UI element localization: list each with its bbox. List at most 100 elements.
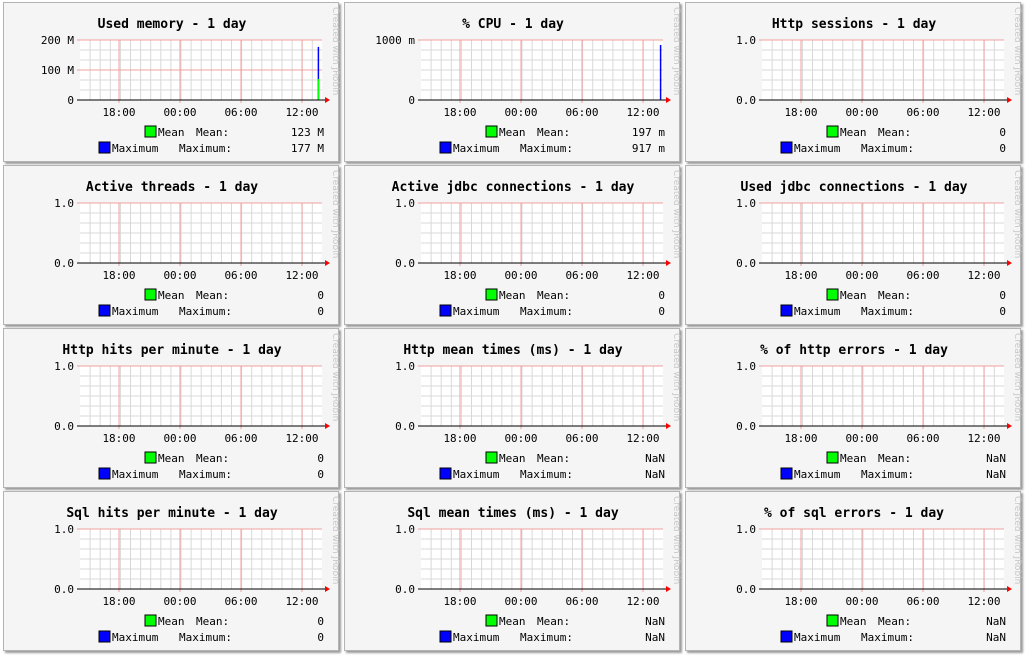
- legend-mean-name: Mean: [158, 289, 185, 302]
- legend-swatch-maximum: [98, 630, 111, 643]
- legend-mean-label: Mean:: [196, 615, 229, 628]
- x-tick-label: 18:00: [102, 432, 135, 445]
- legend-swatch-mean: [826, 125, 839, 138]
- x-tick-label: 06:00: [906, 432, 939, 445]
- chart-svg: Http hits per minute - 1 day 1.0 0.0 18:00 0…: [54, 333, 340, 481]
- legend-maximum-value: NaN: [645, 631, 665, 644]
- watermark-text: Created with JRobin: [330, 7, 340, 95]
- x-tick-label: 12:00: [967, 106, 1000, 119]
- legend-mean-value: 0: [317, 452, 324, 465]
- legend-maximum-name: Maximum: [453, 142, 500, 155]
- legend-mean-name: Mean: [840, 452, 867, 465]
- axis-arrow-icon: [1007, 586, 1012, 592]
- chart-panel: Used memory - 1 day 200 M 100 M 0 18:00 00:00…: [3, 2, 340, 162]
- axis-arrow-icon: [1007, 97, 1012, 103]
- x-tick-label: 12:00: [967, 432, 1000, 445]
- x-tick-label: 00:00: [845, 106, 878, 119]
- x-tick-label: 00:00: [163, 432, 196, 445]
- x-tick-label: 06:00: [906, 595, 939, 608]
- x-tick-label: 06:00: [906, 106, 939, 119]
- chart-title: Sql hits per minute - 1 day: [66, 506, 277, 521]
- legend-swatch-maximum: [439, 141, 452, 154]
- chart-title: Used memory - 1 day: [98, 17, 247, 32]
- chart-panel: Used jdbc connections - 1 day 1.0 0.0 18:00…: [685, 165, 1022, 325]
- legend-maximum-name: Maximum: [112, 142, 159, 155]
- legend-maximum-label: Maximum:: [861, 468, 914, 481]
- axis-arrow-icon: [1007, 423, 1012, 429]
- legend-maximum-name: Maximum: [112, 305, 159, 318]
- x-tick-label: 12:00: [285, 269, 318, 282]
- legend-mean-name: Mean: [499, 126, 526, 139]
- legend-swatch-maximum: [439, 467, 452, 480]
- legend-swatch-mean: [485, 125, 498, 138]
- chart-svg: Active threads - 1 day 1.0 0.0 18:00 00:00 06…: [54, 170, 340, 318]
- chart-panel: % of http errors - 1 day 1.0 0.0 18:00 00:00…: [685, 328, 1022, 488]
- x-tick-label: 00:00: [163, 106, 196, 119]
- y-tick-label: 1.0: [395, 360, 415, 373]
- legend-mean-label: Mean:: [878, 615, 911, 628]
- legend-mean-name: Mean: [499, 452, 526, 465]
- legend-mean-value: NaN: [986, 615, 1006, 628]
- legend-maximum-value: NaN: [986, 468, 1006, 481]
- x-tick-label: 18:00: [784, 595, 817, 608]
- y-tick-label: 1.0: [736, 523, 756, 536]
- watermark-text: Created with JRobin: [1012, 496, 1022, 584]
- x-tick-label: 00:00: [504, 106, 537, 119]
- x-tick-label: 12:00: [967, 269, 1000, 282]
- y-tick-label: 1.0: [736, 34, 756, 47]
- x-tick-label: 06:00: [224, 432, 257, 445]
- axis-arrow-icon: [666, 423, 671, 429]
- legend-maximum-name: Maximum: [453, 305, 500, 318]
- x-tick-label: 00:00: [163, 269, 196, 282]
- x-tick-label: 00:00: [504, 595, 537, 608]
- y-tick-label: 100 M: [41, 64, 74, 77]
- legend-swatch-mean: [485, 288, 498, 301]
- x-tick-label: 18:00: [443, 595, 476, 608]
- watermark-text: Created with JRobin: [671, 7, 681, 95]
- axis-arrow-icon: [325, 423, 330, 429]
- legend-maximum-value: NaN: [986, 631, 1006, 644]
- watermark-text: Created with JRobin: [1012, 333, 1022, 421]
- chart-title: Used jdbc connections - 1 day: [741, 180, 968, 195]
- legend-mean-label: Mean:: [537, 289, 570, 302]
- y-tick-label: 0.0: [395, 257, 415, 270]
- y-tick-label: 0.0: [736, 94, 756, 107]
- chart-title: Http hits per minute - 1 day: [62, 343, 281, 358]
- legend-maximum-value: 0: [317, 631, 324, 644]
- watermark-text: Created with JRobin: [671, 496, 681, 584]
- watermark-text: Created with JRobin: [1012, 170, 1022, 258]
- y-tick-label: 200 M: [41, 34, 74, 47]
- legend-mean-value: 0: [999, 126, 1006, 139]
- legend-mean-value: NaN: [645, 452, 665, 465]
- legend-mean-label: Mean:: [878, 289, 911, 302]
- legend-mean-value: 197 m: [632, 126, 665, 139]
- x-tick-label: 12:00: [285, 595, 318, 608]
- legend-swatch-mean: [826, 288, 839, 301]
- legend-maximum-label: Maximum:: [179, 631, 232, 644]
- y-tick-label: 1.0: [395, 197, 415, 210]
- y-tick-label: 0.0: [736, 257, 756, 270]
- legend-maximum-name: Maximum: [794, 631, 841, 644]
- chart-title: Sql mean times (ms) - 1 day: [407, 506, 618, 521]
- chart-svg: Sql mean times (ms) - 1 day 1.0 0.0 18:00 00…: [395, 496, 681, 644]
- legend-maximum-label: Maximum:: [861, 305, 914, 318]
- legend-swatch-mean: [485, 451, 498, 464]
- x-tick-label: 18:00: [443, 432, 476, 445]
- watermark-text: Created with JRobin: [330, 496, 340, 584]
- x-tick-label: 06:00: [565, 432, 598, 445]
- legend-maximum-name: Maximum: [453, 631, 500, 644]
- axis-arrow-icon: [325, 260, 330, 266]
- watermark-text: Created with JRobin: [330, 333, 340, 421]
- chart-svg: % of sql errors - 1 day 1.0 0.0 18:00 00:00 0…: [736, 496, 1022, 644]
- x-tick-label: 00:00: [163, 595, 196, 608]
- y-tick-label: 1.0: [54, 360, 74, 373]
- legend-mean-name: Mean: [840, 126, 867, 139]
- legend-maximum-name: Maximum: [794, 142, 841, 155]
- chart-svg: % CPU - 1 day 1000 m 0 18:00 00:00 06:00 12:00…: [375, 7, 681, 155]
- chart-panel: Http sessions - 1 day 1.0 0.0 18:00 00:00 06:…: [685, 2, 1022, 162]
- legend-maximum-value: 917 m: [632, 142, 665, 155]
- legend-swatch-maximum: [439, 304, 452, 317]
- chart-title: Http sessions - 1 day: [772, 17, 937, 32]
- axis-arrow-icon: [1007, 260, 1012, 266]
- legend-mean-name: Mean: [158, 126, 185, 139]
